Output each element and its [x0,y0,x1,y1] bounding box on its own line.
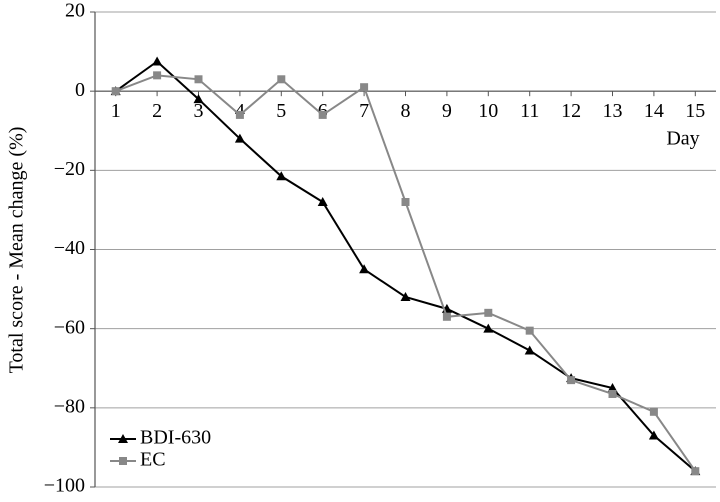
marker [235,110,244,119]
marker [525,326,534,335]
marker [318,110,327,119]
y-tick-label: 0 [75,79,85,101]
marker [691,467,700,476]
series-line [115,60,696,472]
x-tick-label: 13 [603,100,623,122]
marker [193,94,204,104]
x-tick-label: 10 [478,100,498,122]
x-tick-label: 3 [194,100,204,122]
legend-label: BDI-630 [140,427,211,449]
y-tick-label: 20 [65,0,85,22]
x-tick-label: 14 [644,100,664,122]
marker [119,457,127,465]
x-tick-label: 9 [442,100,452,122]
y-tick-label: −80 [54,395,85,417]
marker [360,83,369,92]
x-axis-label: Day [666,128,699,150]
y-tick-label: −40 [54,237,85,259]
marker [484,308,493,317]
x-tick-label: 6 [318,100,328,122]
x-tick-label: 2 [152,100,162,122]
x-tick-label: 5 [276,100,286,122]
marker [607,383,618,393]
marker [400,292,411,301]
x-tick-label: 1 [111,100,121,122]
series-line [115,74,697,472]
marker [111,87,120,96]
legend-label: EC [140,449,166,471]
x-tick-label: 7 [359,100,369,122]
marker [359,264,370,274]
y-tick-label: −100 [44,475,85,497]
marker [234,133,245,143]
y-axis-label: Total score - Mean change (%) [6,127,28,374]
marker [608,389,617,398]
marker [277,75,286,84]
marker [276,171,287,181]
marker [483,323,494,333]
marker [649,407,658,416]
x-tick-label: 8 [401,100,411,122]
x-tick-label: 15 [685,100,705,122]
marker [317,197,328,206]
y-tick-label: −20 [54,158,85,180]
marker [152,56,163,66]
x-tick-label: 11 [520,100,539,122]
marker [194,75,203,84]
x-tick-label: 12 [561,100,581,122]
marker [118,434,128,443]
marker [401,198,410,206]
x-tick-label: 4 [235,100,245,122]
marker [524,345,535,355]
marker [153,71,162,80]
marker [442,312,451,321]
marker [567,376,576,385]
marker [648,430,659,440]
y-tick-label: −60 [54,316,85,338]
